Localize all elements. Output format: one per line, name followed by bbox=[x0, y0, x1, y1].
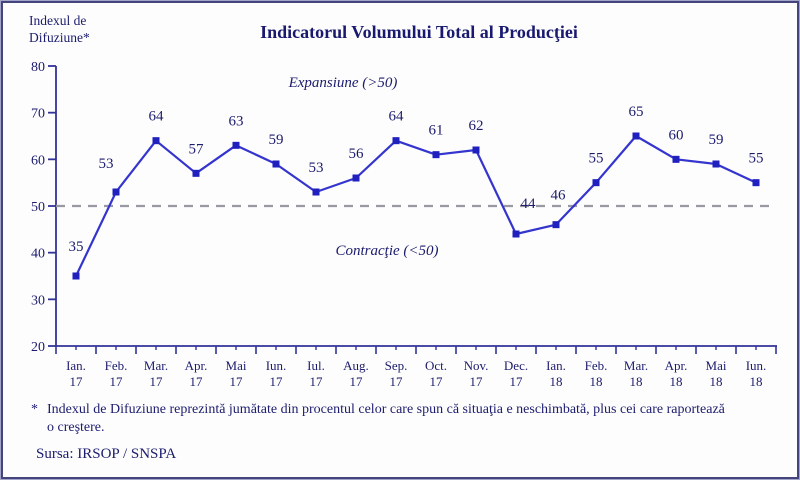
x-tick-month: Feb. bbox=[585, 358, 608, 373]
x-tick-month: Ian. bbox=[546, 358, 566, 373]
contraction-annotation: Contracţie (<50) bbox=[335, 243, 439, 259]
data-point-label: 46 bbox=[551, 188, 567, 204]
data-point-marker bbox=[752, 179, 760, 187]
x-tick-year: 17 bbox=[350, 374, 364, 389]
production-volume-line-chart: 20304050607080Ian.17Feb.17Mar.17Apr.17Ma… bbox=[31, 60, 777, 389]
data-point-marker bbox=[432, 151, 440, 159]
x-tick-year: 18 bbox=[750, 374, 763, 389]
data-point-label: 64 bbox=[149, 109, 165, 125]
x-tick-month: Iun. bbox=[746, 358, 767, 373]
data-point-marker bbox=[352, 174, 360, 182]
x-tick-year: 18 bbox=[630, 374, 643, 389]
x-tick-year: 17 bbox=[110, 374, 124, 389]
data-point-label: 57 bbox=[189, 141, 205, 157]
data-point-marker bbox=[272, 160, 280, 168]
x-tick-month: Apr. bbox=[185, 358, 208, 373]
footnote: * Indexul de Difuziune reprezintă jumăta… bbox=[31, 401, 735, 436]
x-tick-year: 18 bbox=[550, 374, 563, 389]
data-point-marker bbox=[512, 230, 520, 238]
data-point-label: 61 bbox=[429, 123, 444, 139]
footnote-asterisk: * bbox=[31, 402, 38, 417]
data-point-label: 64 bbox=[389, 109, 405, 125]
data-point-marker bbox=[552, 221, 560, 229]
x-tick-month: Mar. bbox=[624, 358, 648, 373]
x-tick-year: 17 bbox=[430, 374, 444, 389]
x-tick-year: 18 bbox=[590, 374, 603, 389]
data-point-label: 59 bbox=[269, 132, 284, 148]
x-tick-year: 17 bbox=[70, 374, 84, 389]
data-point-label: 53 bbox=[309, 160, 324, 176]
footnote-text: Indexul de Difuziune reprezintă jumătate… bbox=[47, 402, 725, 435]
x-tick-month: Ian. bbox=[66, 358, 86, 373]
x-tick-year: 17 bbox=[190, 374, 204, 389]
x-tick-year: 17 bbox=[310, 374, 324, 389]
series-line bbox=[75, 134, 757, 277]
data-point-label: 55 bbox=[589, 151, 604, 167]
y-tick-label: 70 bbox=[31, 107, 45, 122]
data-point-label: 56 bbox=[349, 146, 365, 162]
data-point-label: 44 bbox=[521, 196, 537, 212]
data-point-marker bbox=[712, 160, 720, 168]
y-tick-label: 40 bbox=[31, 247, 45, 262]
y-tick-label: 50 bbox=[31, 200, 45, 215]
y-axis-title: Indexul de Difuziune* bbox=[29, 13, 90, 45]
y-tick-label: 60 bbox=[31, 153, 45, 168]
x-tick-month: Apr. bbox=[665, 358, 688, 373]
data-point-label: 59 bbox=[709, 132, 724, 148]
data-point-marker bbox=[672, 155, 680, 163]
data-point-marker bbox=[152, 137, 160, 145]
x-tick-month: Sep. bbox=[385, 358, 408, 373]
x-tick-year: 17 bbox=[470, 374, 484, 389]
x-tick-month: Aug. bbox=[343, 358, 369, 373]
x-tick-year: 17 bbox=[270, 374, 284, 389]
x-tick-month: Iul. bbox=[307, 358, 325, 373]
x-tick-month: Nov. bbox=[464, 358, 489, 373]
x-tick-month: Mar. bbox=[144, 358, 168, 373]
x-tick-month: Oct. bbox=[425, 358, 447, 373]
data-point-label: 55 bbox=[749, 151, 764, 167]
data-point-label: 35 bbox=[69, 239, 84, 255]
x-tick-year: 17 bbox=[230, 374, 244, 389]
data-point-label: 63 bbox=[229, 113, 244, 129]
data-point-marker bbox=[592, 179, 600, 187]
data-point-marker bbox=[192, 169, 200, 177]
data-point-marker bbox=[112, 188, 120, 196]
expansion-annotation: Expansiune (>50) bbox=[288, 75, 398, 91]
x-tick-year: 17 bbox=[390, 374, 404, 389]
x-tick-month: Iun. bbox=[266, 358, 287, 373]
data-point-label: 62 bbox=[469, 118, 484, 134]
data-point-label: 65 bbox=[629, 104, 644, 120]
data-point-marker bbox=[632, 132, 640, 140]
y-tick-label: 20 bbox=[31, 340, 45, 355]
data-point-marker bbox=[72, 272, 80, 280]
x-tick-month: Mai bbox=[706, 358, 727, 373]
x-tick-year: 18 bbox=[710, 374, 723, 389]
y-tick-label: 80 bbox=[31, 60, 45, 75]
data-point-label: 53 bbox=[99, 156, 114, 172]
data-point-marker bbox=[312, 188, 320, 196]
x-tick-year: 17 bbox=[510, 374, 524, 389]
x-tick-month: Mai bbox=[226, 358, 247, 373]
chart-title: Indicatorul Volumului Total al Producţie… bbox=[260, 22, 578, 42]
x-tick-year: 18 bbox=[670, 374, 683, 389]
data-point-marker bbox=[392, 137, 400, 145]
x-tick-month: Dec. bbox=[504, 358, 528, 373]
x-tick-month: Feb. bbox=[105, 358, 128, 373]
source-line: Sursa: IRSOP / SNSPA bbox=[36, 446, 177, 462]
data-point-marker bbox=[232, 141, 240, 149]
y-tick-label: 30 bbox=[31, 293, 45, 308]
x-tick-year: 17 bbox=[150, 374, 164, 389]
data-point-marker bbox=[472, 146, 480, 154]
data-point-label: 60 bbox=[669, 127, 684, 143]
